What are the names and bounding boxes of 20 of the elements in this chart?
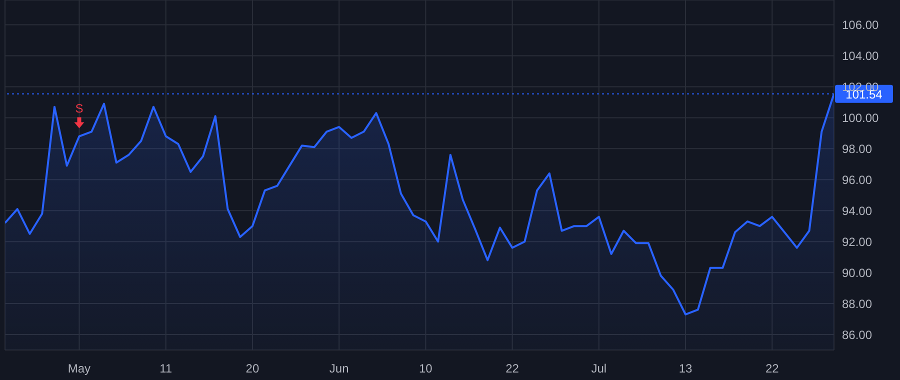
annotation: S — [75, 101, 84, 116]
x-tick-label: 13 — [678, 362, 693, 376]
y-tick-label: 92.00 — [842, 234, 872, 249]
y-tick-label: 100.00 — [842, 110, 880, 125]
y-tick-label: 104.00 — [842, 49, 880, 64]
y-tick-label: 106.00 — [842, 18, 880, 32]
y-tick-label: 98.00 — [842, 142, 872, 156]
x-tick-label: 11 — [160, 362, 172, 376]
x-tick-label: 22 — [765, 362, 780, 376]
y-tick-label: 90.00 — [842, 266, 872, 280]
y-tick-label: 94.00 — [842, 204, 872, 218]
x-tick-label: Jul — [591, 362, 607, 376]
x-tick-label: 20 — [246, 362, 260, 376]
y-tick-label: 88.00 — [842, 296, 872, 311]
x-tick-label: 10 — [419, 362, 433, 376]
y-tick-label: 86.00 — [842, 328, 872, 342]
x-tick-label: Jun — [329, 362, 349, 376]
y-tick-label: 96.00 — [842, 172, 872, 187]
x-tick-label: May — [68, 362, 91, 376]
x-tick-label: 22 — [506, 362, 520, 376]
